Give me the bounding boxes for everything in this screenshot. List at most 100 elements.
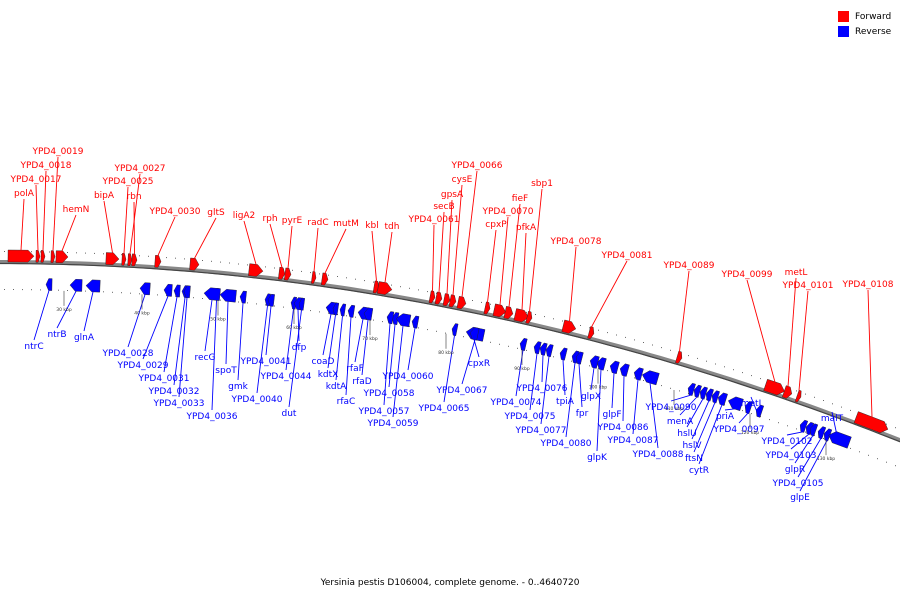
guide-dot bbox=[616, 334, 617, 336]
forward-gene-label: YPD4_0030 bbox=[149, 207, 201, 217]
guide-dot bbox=[796, 428, 797, 430]
guide-dot bbox=[562, 320, 563, 322]
guide-dot bbox=[121, 254, 122, 256]
reverse-gene-connector bbox=[565, 362, 576, 438]
reverse-gene-arrow bbox=[163, 283, 173, 297]
reverse-gene-arrow bbox=[239, 290, 247, 304]
reverse-gene-arrow bbox=[451, 323, 459, 337]
guide-dot bbox=[31, 251, 32, 253]
forward-gene-label: radC bbox=[307, 218, 328, 228]
guide-dot bbox=[220, 261, 221, 263]
reverse-gene-label: YPD4_0102 bbox=[761, 437, 813, 447]
guide-dot bbox=[877, 458, 878, 460]
reverse-gene-label: YPD4_0076 bbox=[516, 384, 568, 394]
reverse-gene-connector bbox=[686, 398, 704, 428]
guide-dot bbox=[85, 290, 86, 292]
forward-gene-label: mutM bbox=[333, 219, 359, 229]
reverse-gene-connector bbox=[354, 318, 364, 363]
forward-gene-arrow bbox=[248, 263, 264, 277]
reverse-gene-connector bbox=[693, 402, 716, 453]
reverse-gene-connector bbox=[322, 314, 332, 356]
guide-dot bbox=[787, 425, 788, 427]
reverse-gene-connector bbox=[596, 369, 602, 452]
guide-dot bbox=[733, 369, 734, 371]
forward-gene-connector bbox=[103, 200, 113, 253]
forward-gene-label: metL bbox=[785, 268, 808, 278]
forward-gene-connector bbox=[452, 184, 463, 296]
guide-dot bbox=[427, 291, 428, 293]
reverse-gene-connector bbox=[794, 435, 814, 464]
forward-gene-arrow bbox=[763, 378, 785, 396]
forward-gene-arrow bbox=[7, 249, 35, 263]
forward-gene-connector bbox=[487, 229, 497, 303]
guide-dot bbox=[589, 327, 590, 329]
reverse-gene-label: YPD4_0032 bbox=[148, 387, 200, 397]
guide-dot bbox=[751, 375, 752, 377]
reverse-gene-connector bbox=[288, 309, 302, 408]
reverse-gene-connector bbox=[632, 379, 639, 435]
guide-dot bbox=[202, 260, 203, 261]
genome-backbone-shadow bbox=[0, 262, 900, 443]
reverse-gene-label: YPD4_0097 bbox=[713, 425, 765, 435]
forward-gene-label: bipA bbox=[94, 191, 115, 201]
reverse-gene-label: glpE bbox=[790, 493, 810, 503]
reverse-gene-label: glnA bbox=[74, 333, 95, 343]
guide-dot bbox=[661, 347, 662, 349]
guide-dot bbox=[382, 321, 383, 323]
guide-dot bbox=[355, 278, 356, 280]
reverse-gene-label: YPD4_0059 bbox=[367, 419, 419, 429]
reverse-gene-arrow bbox=[267, 293, 275, 307]
reverse-gene-label: spoT bbox=[215, 366, 237, 376]
reverse-gene-connector bbox=[799, 440, 828, 492]
guide-dot bbox=[310, 310, 311, 312]
tick-label: 30 kbp bbox=[56, 307, 72, 313]
forward-gene-connector bbox=[371, 230, 377, 282]
reverse-gene-connector bbox=[56, 291, 77, 329]
guide-dot bbox=[598, 367, 599, 369]
forward-gene-connector bbox=[157, 216, 176, 256]
forward-gene-arrow bbox=[434, 291, 443, 305]
tick-label: 120 kbp bbox=[741, 430, 759, 436]
forward-gene-label: YPD4_0101 bbox=[782, 281, 834, 291]
forward-gene-arrow bbox=[794, 389, 802, 403]
forward-gene-connector bbox=[35, 184, 39, 251]
reverse-gene-arrow bbox=[817, 426, 827, 440]
reverse-gene-connector bbox=[443, 335, 455, 403]
guide-dot bbox=[598, 329, 599, 331]
forward-gene-label: YPD4_0070 bbox=[482, 207, 534, 217]
reverse-gene-arrow bbox=[699, 386, 708, 400]
forward-gene-arrow bbox=[503, 306, 514, 320]
forward-gene-connector bbox=[798, 290, 809, 391]
guide-dot bbox=[418, 327, 419, 329]
reverse-gene-label: YPD4_0041 bbox=[240, 357, 292, 367]
guide-dot bbox=[427, 329, 428, 331]
forward-gene-connector bbox=[61, 214, 77, 252]
reverse-gene-label: ntrC bbox=[24, 342, 43, 352]
guide-dot bbox=[679, 390, 680, 392]
forward-gene-connector bbox=[499, 216, 509, 306]
legend-forward-label: Forward bbox=[855, 11, 892, 22]
guide-dot bbox=[463, 336, 464, 338]
reverse-gene-arrow bbox=[575, 351, 584, 365]
reverse-gene-label: YPD4_0067 bbox=[436, 386, 488, 396]
reverse-gene-connector bbox=[562, 359, 566, 396]
forward-gene-arrow bbox=[284, 267, 292, 281]
guide-dot bbox=[301, 270, 302, 272]
guide-dot bbox=[49, 251, 50, 253]
guide-dot bbox=[778, 422, 779, 424]
reverse-gene-connector bbox=[724, 408, 736, 411]
guide-dot bbox=[409, 287, 410, 289]
reverse-gene-connector bbox=[225, 301, 229, 365]
reverse-gene-arrow bbox=[823, 428, 833, 442]
guide-dot bbox=[175, 295, 176, 297]
reverse-gene-arrow bbox=[559, 347, 568, 361]
guide-dot bbox=[670, 349, 671, 351]
guide-dot bbox=[76, 252, 77, 254]
guide-dot bbox=[139, 255, 140, 257]
forward-gene-label: gltS bbox=[207, 208, 225, 218]
reverse-gene-connector bbox=[297, 309, 300, 342]
forward-gene-arrow bbox=[587, 326, 595, 340]
guide-dot bbox=[742, 410, 743, 412]
guide-dot bbox=[220, 299, 221, 301]
reverse-gene-label: rfaC bbox=[337, 397, 356, 407]
